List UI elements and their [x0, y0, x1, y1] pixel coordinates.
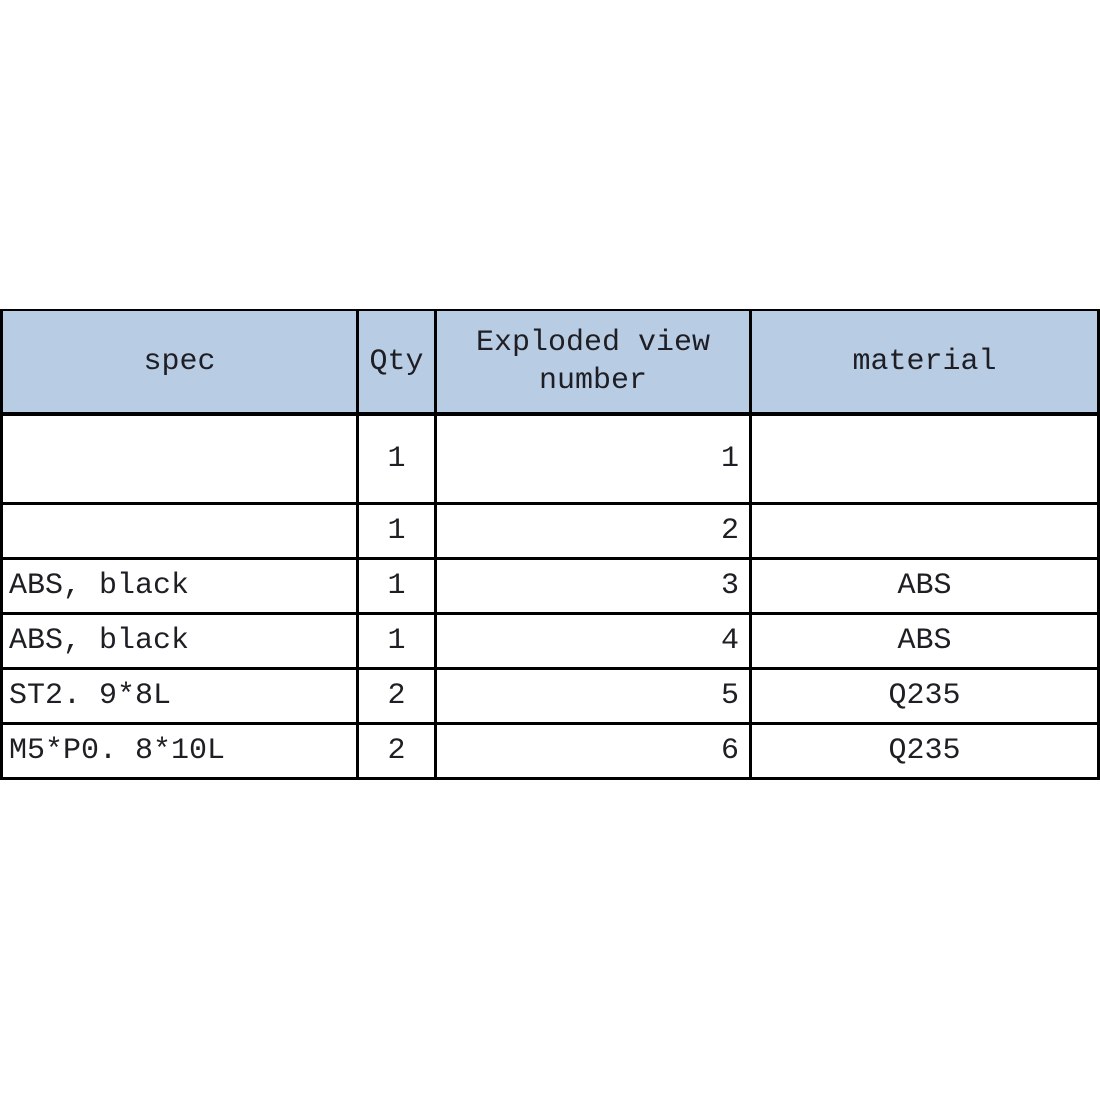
cell-material: Q235 — [749, 666, 1100, 725]
cell-spec: ABS, black — [0, 556, 359, 615]
cell-qty: 2 — [356, 721, 437, 780]
cell-spec — [0, 501, 359, 560]
cell-spec: ST2. 9*8L — [0, 666, 359, 725]
table-row: ABS, black 1 3 ABS — [0, 556, 1100, 615]
table-header: spec Qty Exploded view number material — [0, 309, 1100, 416]
cell-material: ABS — [749, 611, 1100, 670]
table-body: 1 1 1 2 ABS, black 1 3 ABS ABS, b — [0, 412, 1100, 780]
cell-spec: ABS, black — [0, 611, 359, 670]
cell-qty: 1 — [356, 412, 437, 505]
cell-qty: 2 — [356, 666, 437, 725]
cell-exploded-view-number: 6 — [434, 721, 752, 780]
table-row: 1 1 — [0, 412, 1100, 505]
cell-exploded-view-number: 5 — [434, 666, 752, 725]
cell-exploded-view-number: 2 — [434, 501, 752, 560]
table-row: ST2. 9*8L 2 5 Q235 — [0, 666, 1100, 725]
cell-qty: 1 — [356, 501, 437, 560]
cell-spec: M5*P0. 8*10L — [0, 721, 359, 780]
column-header-spec: spec — [0, 309, 359, 416]
table-row: 1 2 — [0, 501, 1100, 560]
spec-table-container: spec Qty Exploded view number material 1… — [0, 309, 1100, 780]
cell-exploded-view-number: 3 — [434, 556, 752, 615]
cell-qty: 1 — [356, 556, 437, 615]
cell-material — [749, 412, 1100, 505]
cell-spec — [0, 412, 359, 505]
cell-material: Q235 — [749, 721, 1100, 780]
cell-material: ABS — [749, 556, 1100, 615]
column-header-material: material — [749, 309, 1100, 416]
cell-exploded-view-number: 4 — [434, 611, 752, 670]
cell-qty: 1 — [356, 611, 437, 670]
header-row: spec Qty Exploded view number material — [0, 309, 1100, 416]
column-header-qty: Qty — [356, 309, 437, 416]
table-row: ABS, black 1 4 ABS — [0, 611, 1100, 670]
parts-spec-table: spec Qty Exploded view number material 1… — [0, 309, 1100, 780]
table-row: M5*P0. 8*10L 2 6 Q235 — [0, 721, 1100, 780]
cell-exploded-view-number: 1 — [434, 412, 752, 505]
cell-material — [749, 501, 1100, 560]
column-header-exploded-view-number: Exploded view number — [434, 309, 752, 416]
